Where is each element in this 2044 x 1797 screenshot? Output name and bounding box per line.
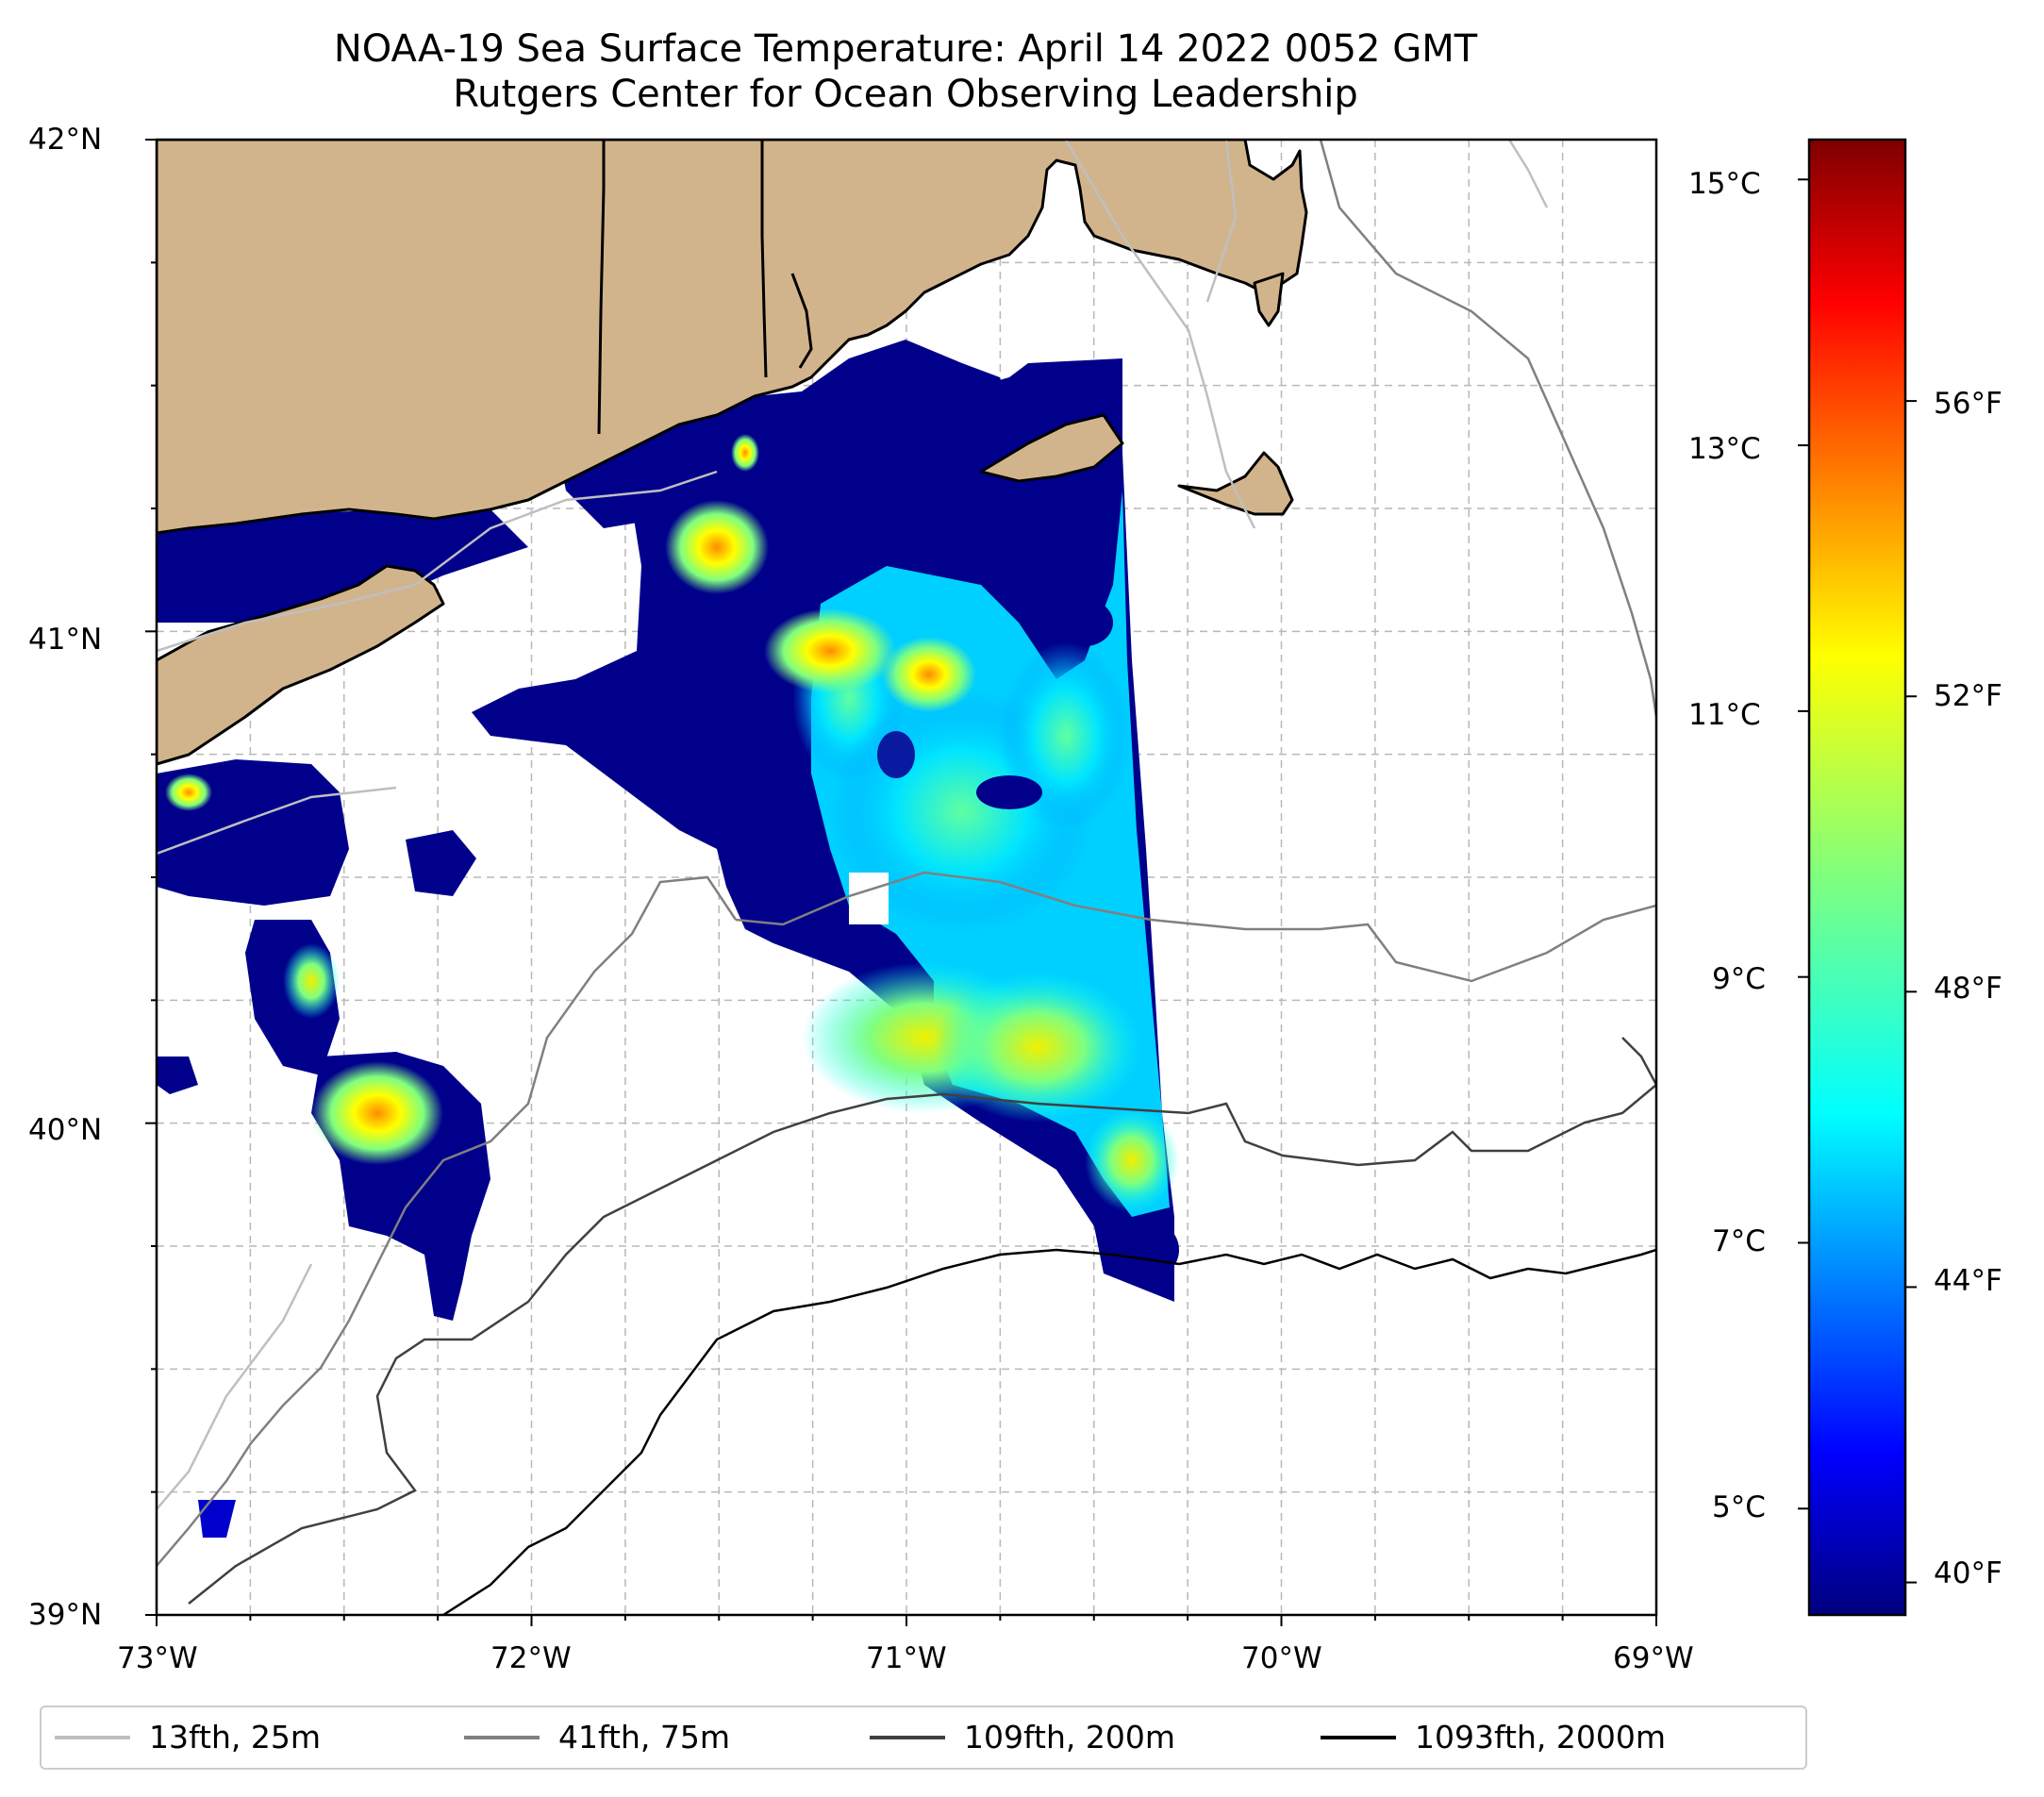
x-tick-72w: 72°W [490, 1641, 572, 1675]
y-tick-42n: 42°N [28, 123, 103, 157]
x-tick-71w: 71°W [866, 1641, 947, 1675]
legend-swatch [1321, 1736, 1396, 1739]
legend-item-75m: 41fth, 75m [464, 1719, 730, 1756]
legend-swatch [464, 1736, 540, 1739]
map-title: NOAA-19 Sea Surface Temperature: April 1… [333, 27, 1478, 71]
colorbar-ticks [1798, 178, 1917, 1584]
cb-fahrenheit-44: 44°F [1934, 1264, 2002, 1298]
cb-celsius-15: 15°C [1688, 167, 1761, 201]
x-tick-69w: 69°W [1613, 1641, 1694, 1675]
axis-ticks [145, 139, 1657, 1626]
legend-item-2000m: 1093fth, 2000m [1321, 1719, 1666, 1756]
isobath-legend: 13fth, 25m 41fth, 75m 109fth, 200m 1093f… [40, 1705, 1807, 1770]
cb-celsius-13: 13°C [1688, 432, 1761, 466]
legend-label: 41fth, 75m [558, 1719, 730, 1755]
legend-label: 13fth, 25m [149, 1719, 321, 1755]
colorbar [1807, 138, 1907, 1617]
plot-area [157, 140, 1656, 1615]
isobaths [157, 140, 1656, 1615]
cb-fahrenheit-40: 40°F [1934, 1556, 2002, 1590]
cb-fahrenheit-48: 48°F [1934, 972, 2002, 1006]
sst-swath [157, 311, 1179, 1538]
legend-swatch [55, 1736, 130, 1739]
cb-celsius-7: 7°C [1712, 1224, 1766, 1258]
cb-fahrenheit-56: 56°F [1934, 387, 2002, 421]
state-borders [597, 140, 813, 435]
legend-label: 109fth, 200m [964, 1719, 1175, 1755]
cb-fahrenheit-52: 52°F [1934, 679, 2002, 713]
x-tick-73w: 73°W [117, 1641, 198, 1675]
legend-item-200m: 109fth, 200m [870, 1719, 1175, 1756]
cb-celsius-9: 9°C [1712, 962, 1766, 996]
cb-celsius-5: 5°C [1712, 1490, 1766, 1524]
y-tick-39n: 39°N [28, 1598, 103, 1632]
cb-celsius-11: 11°C [1688, 698, 1761, 732]
y-tick-41n: 41°N [28, 623, 103, 657]
legend-label: 1093fth, 2000m [1415, 1719, 1666, 1755]
gridlines [157, 140, 1656, 1615]
y-tick-40n: 40°N [28, 1113, 103, 1147]
x-tick-70w: 70°W [1241, 1641, 1322, 1675]
legend-item-25m: 13fth, 25m [55, 1719, 321, 1756]
legend-swatch [870, 1736, 945, 1739]
land [157, 140, 1308, 766]
map-subtitle: Rutgers Center for Ocean Observing Leade… [453, 73, 1358, 116]
